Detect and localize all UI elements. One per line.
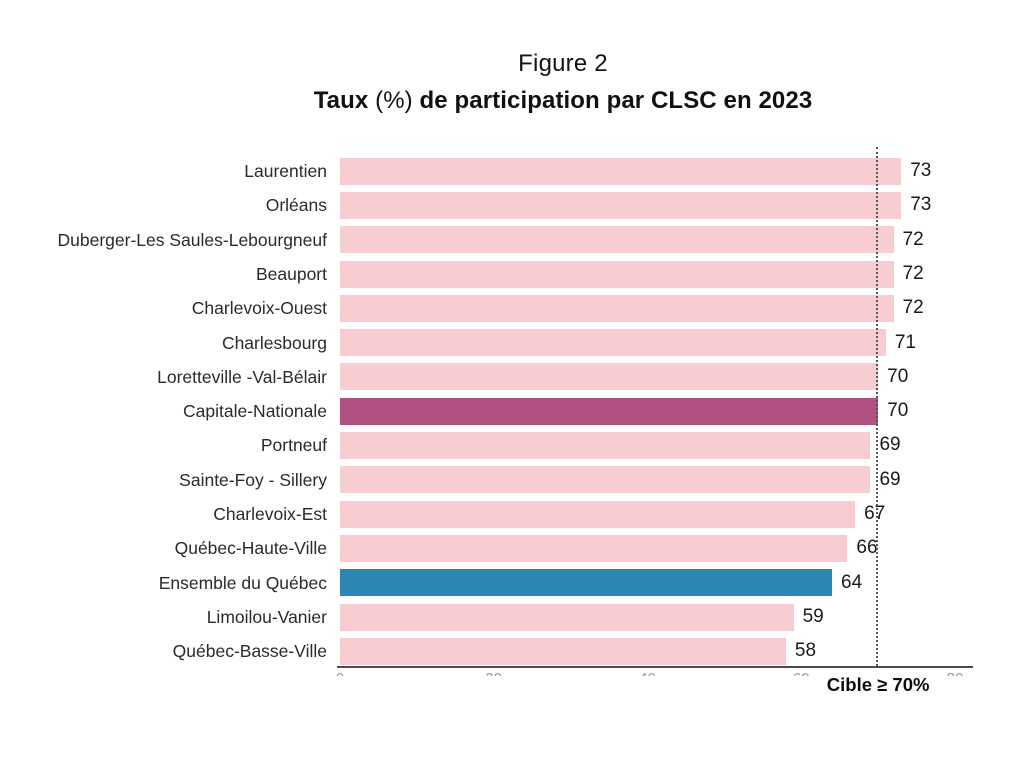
bar [340,226,894,254]
value-label: 58 [794,640,817,662]
value-label: 69 [879,434,901,456]
value-label: 67 [864,503,886,524]
value-label: 72 [902,262,924,284]
category-label: Charlevoix-Est [213,504,327,524]
x-axis-line [337,666,973,668]
figure-title-prefix: Taux [313,87,369,114]
bar [340,260,894,288]
x-tick-label: 80 [947,671,964,676]
category-label: Sainte-Foy - Sillery [179,469,327,490]
value-label: 69 [879,468,901,490]
x-tick-label: 60 [793,671,810,676]
category-label: Québec-Haute-Ville [174,538,327,559]
bar [340,363,879,391]
value-label: 73 [910,194,932,216]
bar [340,397,879,425]
x-tick-label: 20 [485,671,502,676]
value-label: 72 [902,228,924,250]
value-label: 71 [894,331,916,353]
bar [340,466,871,494]
value-label: 70 [887,400,909,422]
category-label: Laurentien [244,161,327,181]
bar [340,157,902,185]
figure-number: Figure 2 [518,50,608,77]
category-label: Charlevoix-Ouest [191,298,327,319]
value-label: 64 [841,571,863,593]
category-label: Duberger-Les Saules-Lebourgneuf [57,229,327,250]
bar [340,432,871,460]
figure-title-suffix: de participation par CLSC en 2023 [419,87,813,114]
figure-title: Taux (%) de participation par CLSC en 20… [103,87,1023,115]
bar [340,500,856,528]
category-label: Charlesbourg [221,332,327,353]
x-tick-label: 40 [639,671,656,676]
category-label: Beauport [255,263,327,284]
category-label: Québec-Basse-Ville [172,641,327,662]
value-label: 73 [910,160,932,181]
value-label: 70 [887,365,909,387]
value-label: 72 [902,297,924,319]
category-label: Limoilou-Vanier [206,606,327,627]
category-label: Capitale-Nationale [183,401,327,422]
value-label: 66 [856,537,878,559]
target-threshold-line [876,147,879,666]
bar [340,294,894,322]
target-label: Cible ≥ 70% [826,674,930,695]
value-label: 59 [802,605,824,627]
bar [340,329,886,357]
bar [340,569,832,597]
category-label: Orléans [265,195,327,216]
category-label: Loretteville -Val-Bélair [157,366,327,387]
bar [340,191,902,219]
bar [340,534,848,562]
x-axis-tick-labels: 0 20 40 60 80 [0,671,1024,677]
chart-header: Figure 2 Taux (%) de participation par C… [103,50,1023,115]
bar [340,637,786,665]
category-label: Ensemble du Québec [158,572,327,593]
category-label: Portneuf [260,435,327,456]
x-tick-label: 0 [336,671,344,676]
figure-title-percent: (%) [375,87,413,114]
bar [340,603,794,631]
